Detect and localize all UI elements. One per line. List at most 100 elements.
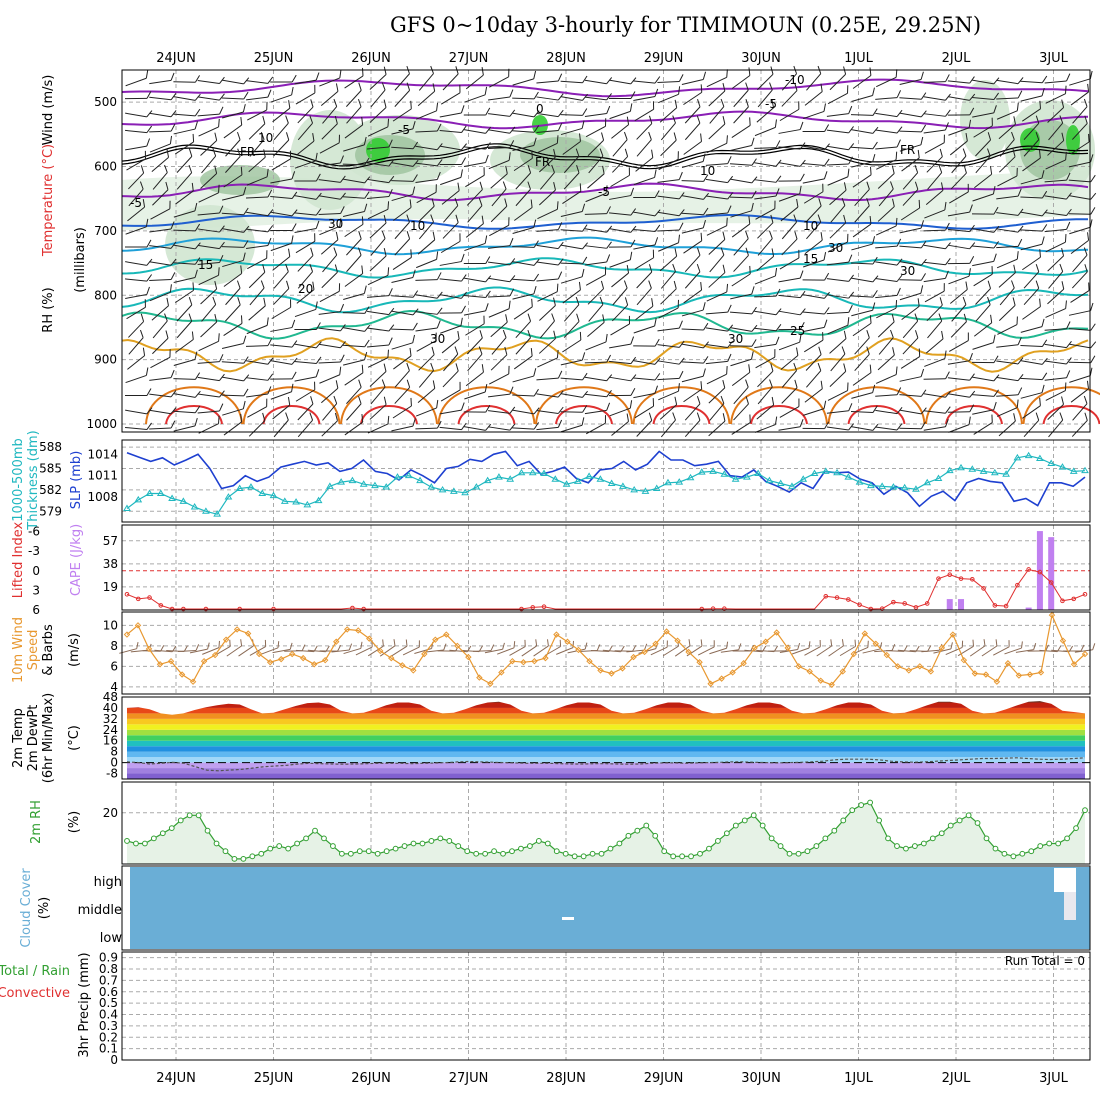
wind-barb-shaft: [972, 260, 994, 267]
rh-point: [142, 840, 148, 847]
wind-barb-flag: [869, 315, 872, 324]
wind-barb: [418, 214, 434, 240]
wind-barb: [658, 234, 681, 252]
date-label-bottom: 30JUN: [741, 1071, 781, 1086]
wind10m-barb-flag: [524, 639, 526, 647]
li-point: [124, 592, 130, 597]
wind10m-barb-shaft: [556, 647, 574, 655]
wind10m-barb-flag: [382, 639, 384, 647]
wind-barb-flag: [146, 422, 152, 430]
wind-barb-flag: [941, 330, 944, 340]
wind-barb-shaft: [246, 80, 268, 84]
wind-barb-flag: [412, 141, 419, 150]
wind-barb-shaft: [225, 139, 241, 157]
wind-barb-flag: [170, 390, 177, 398]
wind10m-barb-shaft: [238, 645, 254, 657]
wind-barb-flag: [194, 351, 198, 360]
wind-barb-shaft: [681, 343, 704, 349]
wind10m-barb-shaft: [674, 645, 691, 657]
wind-barb: [417, 380, 436, 404]
wind-barb-flag: [242, 104, 246, 113]
wind-barb-shaft: [297, 403, 314, 421]
wind-barb-flag: [410, 397, 412, 407]
rh-point: [643, 822, 650, 829]
wind-barb: [221, 335, 247, 349]
wind-barb: [998, 297, 1016, 322]
wind-barb-flag: [962, 296, 967, 305]
wind10m-barb-shaft: [260, 647, 279, 655]
wind-barb-flag: [628, 167, 630, 176]
wind-barb: [923, 222, 950, 232]
date-label-bottom: 1JUL: [844, 1071, 874, 1086]
wind-barb-shaft: [512, 246, 535, 248]
wind-barb-shaft: [657, 81, 680, 83]
wind-barb: [1068, 302, 1094, 316]
wind-barb-shaft: [998, 304, 1016, 322]
wind-barb: [733, 396, 749, 421]
wind-barb-flag: [478, 346, 483, 355]
wind-barb-shaft: [125, 129, 147, 134]
wind-barb-shaft: [587, 321, 605, 338]
wind-barb-shaft: [489, 224, 509, 237]
wind-barb: [125, 367, 149, 384]
wind-barb: [391, 186, 416, 202]
wind-barb-flag: [654, 318, 657, 327]
wind-barb-flag: [144, 150, 146, 159]
wind-barb-flag: [630, 187, 634, 196]
wind-barb-shaft: [609, 110, 631, 120]
wind-barb-shaft: [971, 245, 995, 249]
wind-barb-flag: [993, 401, 997, 410]
wind-barb: [826, 254, 853, 266]
wind-barb-shaft: [248, 305, 266, 321]
wind-barb-shaft: [197, 244, 220, 250]
cape-bar: [958, 599, 965, 610]
wind-barb-shaft: [901, 157, 920, 172]
wind-barb: [657, 357, 685, 365]
wind-tick-label: 4: [110, 680, 118, 694]
wind-barb-flag: [406, 214, 410, 223]
wind-barb-flag: [799, 290, 806, 298]
wind-barb: [512, 273, 540, 282]
rh-point: [759, 822, 766, 829]
wind-barb-shaft: [947, 211, 970, 217]
wind-barb-flag: [678, 222, 684, 231]
cape-bar: [1025, 607, 1032, 610]
wind-barb-flag: [623, 131, 628, 140]
wind10m-barb-shaft: [590, 649, 610, 653]
wind-barb: [439, 402, 465, 415]
wind-barb-flag: [745, 99, 749, 108]
wind-barb-flag: [194, 269, 198, 278]
wind-barb: [949, 183, 969, 204]
wind-barb: [366, 139, 393, 150]
wind-barb-flag: [219, 354, 224, 362]
wind-barb-flag: [412, 322, 418, 331]
wind-barb: [947, 204, 973, 217]
wind-barb-shaft: [975, 288, 991, 305]
wind-barb: [657, 192, 685, 200]
wind-barb: [197, 205, 224, 216]
wind-barb-shaft: [756, 255, 774, 272]
wind-barb: [757, 214, 774, 239]
thickness-point: [1024, 451, 1033, 459]
wind-barb-flag: [170, 369, 175, 378]
wind-barb-flag: [357, 98, 362, 107]
wind-barb-flag: [478, 197, 483, 206]
wind-barb-flag: [774, 349, 776, 358]
wind-barb-shaft: [367, 126, 389, 137]
wind-barb: [124, 388, 152, 397]
wind-barb-flag: [340, 175, 346, 183]
wind-barb-shaft: [733, 89, 749, 108]
wind-barb-flag: [289, 150, 292, 159]
wind-barb: [294, 220, 320, 233]
contour-label: -5: [130, 196, 142, 210]
slp-tick-label: 1011: [87, 469, 118, 483]
wind-barb-shaft: [709, 403, 725, 421]
wind-barb-shaft: [972, 79, 994, 85]
wind-barb-flag: [192, 282, 195, 291]
wind-barb: [439, 105, 465, 118]
wind-barb: [464, 235, 488, 252]
wind-barb-flag: [1066, 357, 1072, 365]
wind-barb: [926, 148, 943, 173]
wind-barb-shaft: [1070, 388, 1089, 403]
